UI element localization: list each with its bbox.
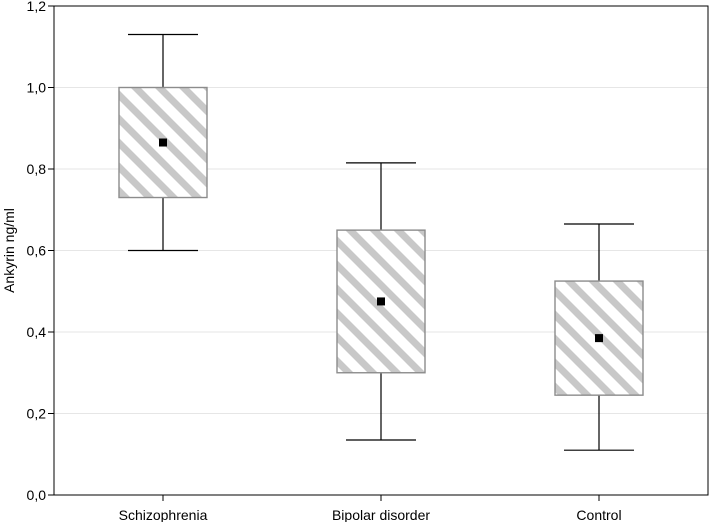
y-tick-label: 0,4 [27,324,47,340]
box-group [554,223,644,451]
box-body [118,86,208,199]
boxes [118,33,644,451]
center-marker [377,297,385,306]
y-tick-label: 0,8 [27,161,47,177]
x-category-label: Schizophrenia [119,507,208,522]
y-tick-label: 1,0 [27,80,47,96]
y-tick-label: 0,0 [27,487,47,503]
y-axis-title: Ankyrin ng/ml [1,208,17,293]
y-tick-label: 0,6 [27,243,47,259]
box-group [118,33,208,252]
box-group [336,162,426,441]
y-tick-label: 0,2 [27,406,47,422]
x-category-label: Control [576,507,621,522]
axis-ticks: 0,0 0,2 0,4 0,6 0,8 1,0 1,2 Schizophrenia Bipola… [27,0,622,522]
y-tick-label: 1,2 [27,0,47,14]
center-marker [159,138,167,147]
x-category-label: Bipolar disorder [332,507,430,522]
center-marker [595,334,603,343]
